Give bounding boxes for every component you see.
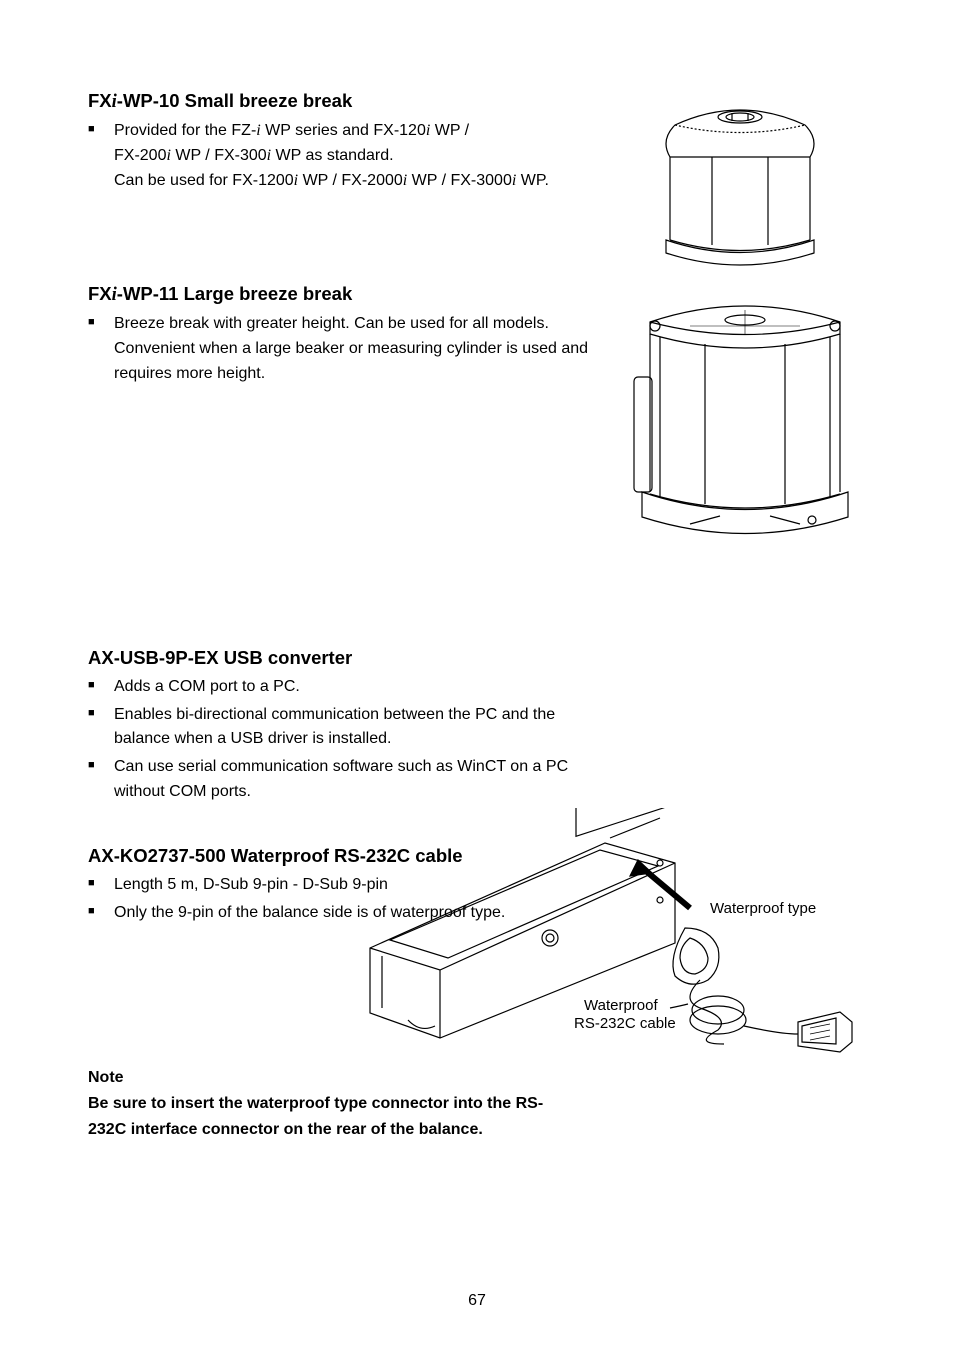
label-waterproof-type: Waterproof type [710,900,816,917]
bullet-usb-3: Can use serial communication software su… [88,755,608,805]
heading-wp11-post: -WP-11 Large breeze break [117,283,352,304]
bullet-usb-1: Adds a COM port to a PC. [88,675,608,700]
page-number: 67 [0,1292,954,1310]
section-ax-usb: AX-USB-9P-EX USB converter Adds a COM po… [88,647,608,805]
bullets-wp11: Breeze break with greater height. Can be… [88,312,608,386]
bullet-usb-2: Enables bi-directional communication bet… [88,703,608,753]
t: WP / [430,122,469,139]
heading-wp11: FXi-WP-11 Large breeze break [88,283,608,306]
t: WP / FX-3000 [407,172,512,189]
t: WP / FX-2000 [298,172,403,189]
heading-wp10: FXi-WP-10 Small breeze break [88,90,608,113]
rs232c-diagram-icon: Waterproof type Waterproof RS-232C cable [340,808,870,1088]
bullet-wp11-1: Breeze break with greater height. Can be… [88,312,608,386]
heading-usb: AX-USB-9P-EX USB converter [88,647,608,669]
bullets-wp10: Provided for the FZ-i WP series and FX-1… [88,119,608,193]
section-fxi-wp-10: FXi-WP-10 Small breeze break Provided fo… [88,90,608,193]
bullet-wp10-1: Provided for the FZ-i WP series and FX-1… [88,119,608,193]
heading-wp11-pre: FX [88,283,112,304]
section-fxi-wp-11: FXi-WP-11 Large breeze break Breeze brea… [88,283,608,386]
label-waterproof-cable-1: Waterproof [584,997,658,1014]
t: FX-200 [114,147,166,164]
bullets-usb: Adds a COM port to a PC. Enables bi-dire… [88,675,608,805]
t: WP. [516,172,549,189]
heading-wp10-post: -WP-10 Small breeze break [117,90,352,111]
t: Provided for the FZ- [114,122,256,139]
t: Can be used for FX-1200 [114,172,294,189]
label-waterproof-cable-2: RS-232C cable [574,1015,676,1032]
note-text: Be sure to insert the waterproof type co… [88,1091,578,1142]
t: WP as standard. [271,147,393,164]
t: WP / FX-300 [171,147,267,164]
heading-wp10-pre: FX [88,90,112,111]
small-breeze-break-icon [620,85,860,285]
t: WP series and FX-120 [261,122,426,139]
large-breeze-break-icon [620,282,870,562]
